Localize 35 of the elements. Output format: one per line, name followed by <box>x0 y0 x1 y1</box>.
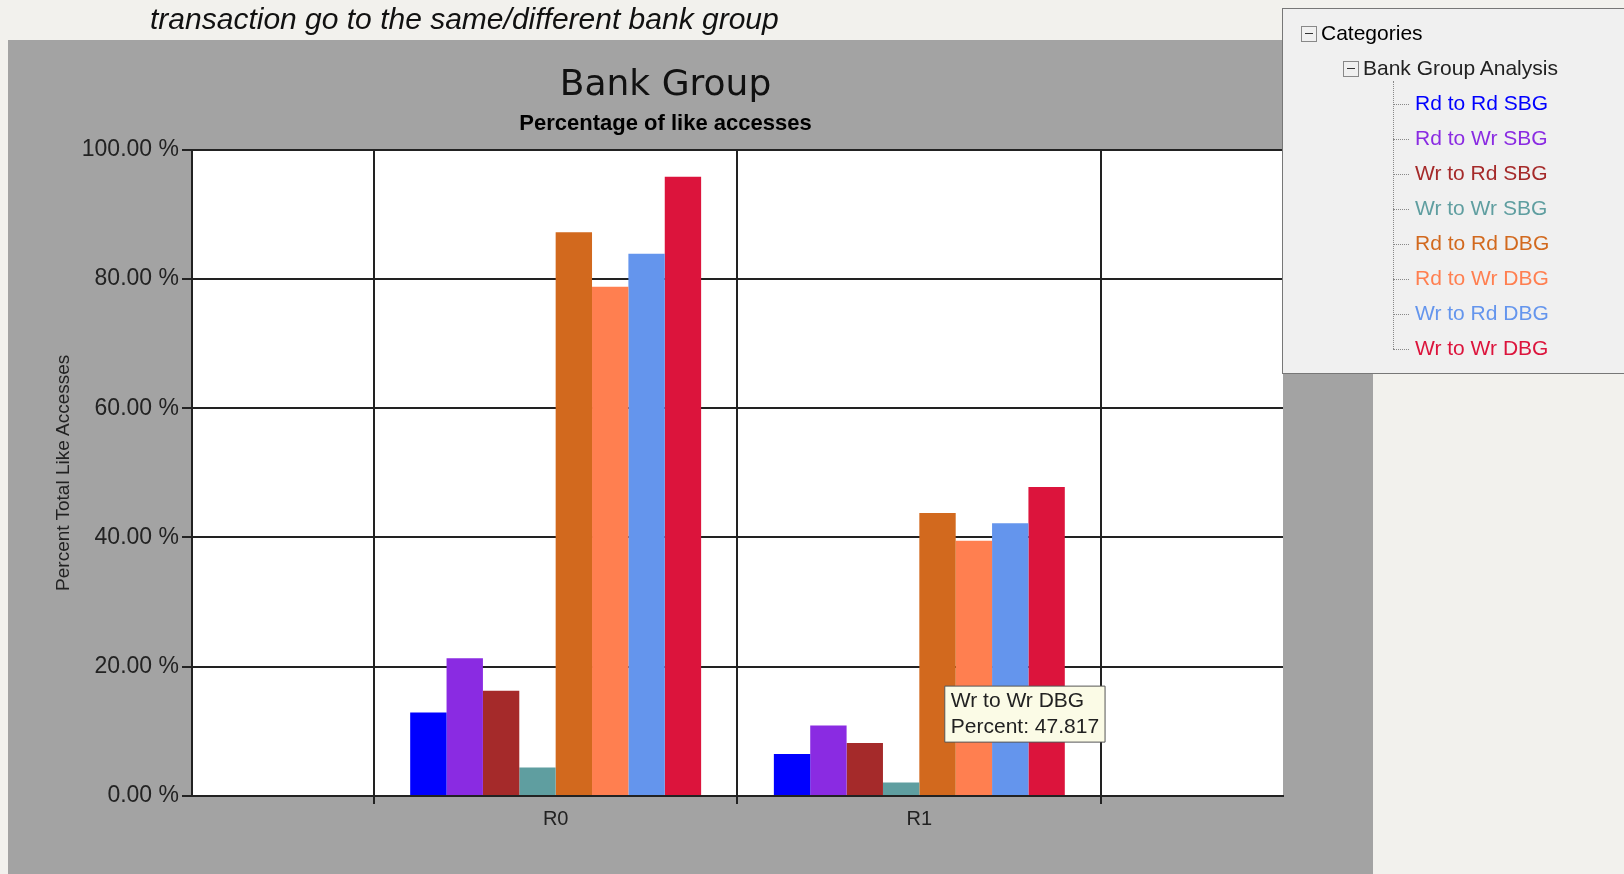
text: Wr to Wr SBG <box>1415 196 1548 219</box>
bar <box>592 286 629 795</box>
text: Rd to Wr SBG <box>1415 126 1548 149</box>
y-axis-title: Percent Total Like Accesses <box>51 354 73 591</box>
x-tick-label: R0 <box>542 806 569 829</box>
text: transaction go to the same/different bank group <box>150 2 779 36</box>
text: Wr to Rd DBG <box>1415 301 1549 324</box>
text: Categories <box>1320 21 1423 45</box>
text: Rd to Rd SBG <box>1415 91 1549 114</box>
chart-subtitle: Percentage of like accesses <box>519 110 812 136</box>
bar <box>628 253 665 795</box>
bar <box>773 753 811 795</box>
bar <box>555 232 593 795</box>
bar <box>519 767 556 795</box>
bar <box>410 712 447 795</box>
y-tick-label: 60.00 % <box>94 393 179 420</box>
bar <box>810 725 847 795</box>
x-tick-label: R1 <box>906 806 933 829</box>
bar <box>846 743 883 795</box>
bar <box>482 690 520 795</box>
bar <box>446 658 483 795</box>
y-tick-label: 80.00 % <box>94 264 179 291</box>
chart-title: Bank Group <box>559 61 772 103</box>
text: Rd to Rd DBG <box>1415 231 1550 254</box>
text: Wr to Wr DBG <box>1415 336 1549 359</box>
bar <box>882 782 920 795</box>
annotation: Wr to Wr DBG Percent: 47.817 <box>950 688 1100 738</box>
y-tick-label: 20.00 % <box>94 652 179 679</box>
y-tick-label: 100.00 % <box>81 134 179 161</box>
y-tick-label: 40.00 % <box>94 522 179 549</box>
text: Wr to Rd SBG <box>1415 161 1548 184</box>
legend-title: Bank Group Analysis <box>1363 56 1558 79</box>
y-tick-label: 0.00 % <box>107 781 179 808</box>
bar <box>664 176 702 795</box>
text: Rd to Wr DBG <box>1415 266 1549 289</box>
